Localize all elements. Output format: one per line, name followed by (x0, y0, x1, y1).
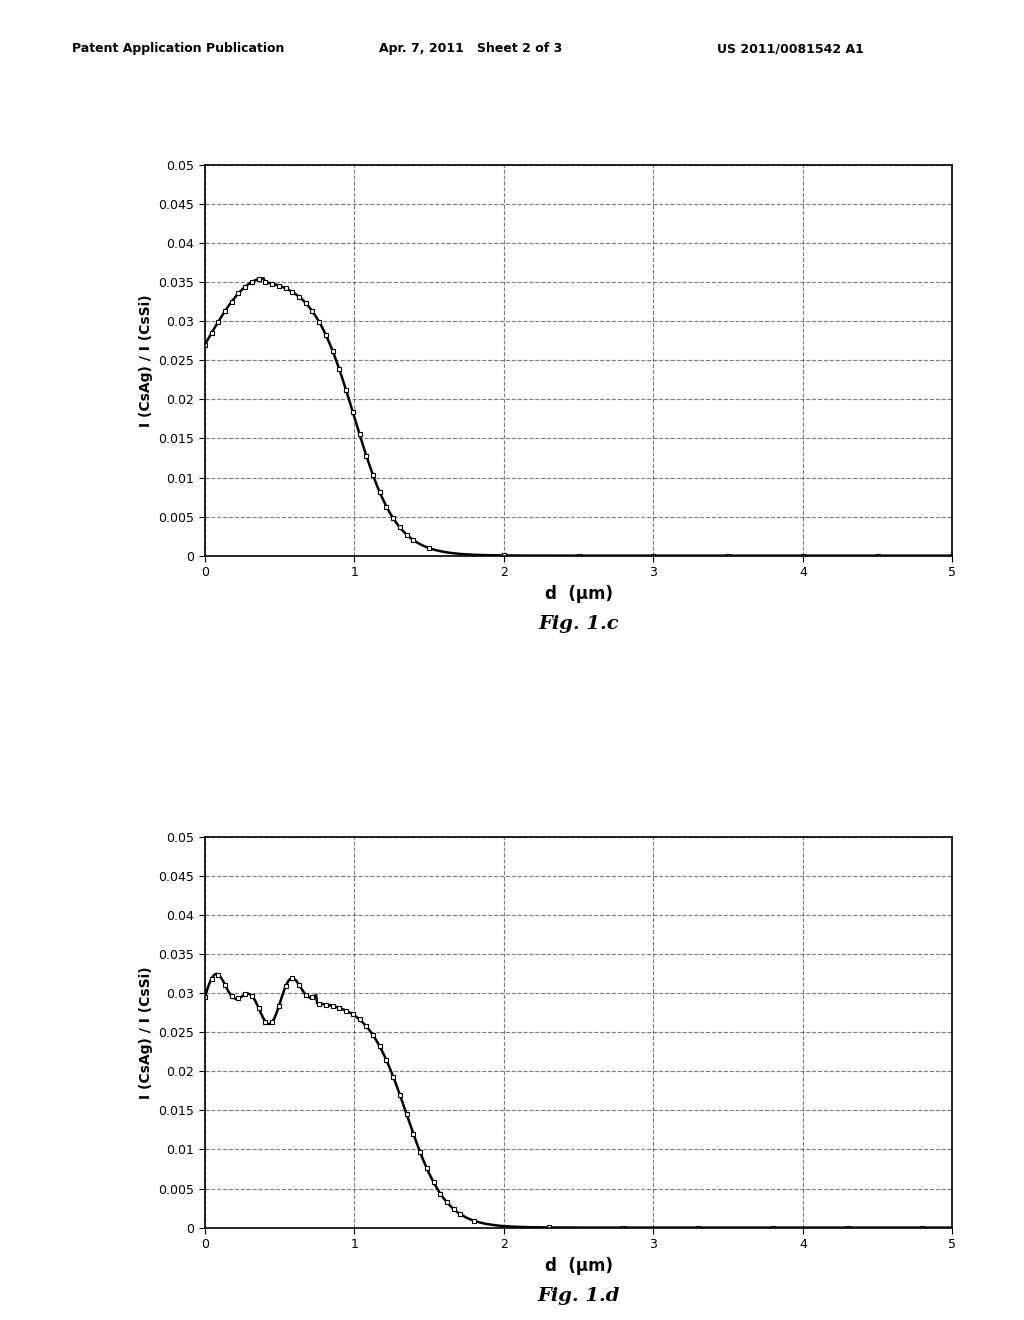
X-axis label: d  (μm): d (μm) (545, 1257, 612, 1275)
X-axis label: d  (μm): d (μm) (545, 585, 612, 603)
Text: Fig. 1.d: Fig. 1.d (538, 1287, 620, 1305)
Y-axis label: I (CsAg) / I (CsSi): I (CsAg) / I (CsSi) (139, 294, 153, 426)
Text: Patent Application Publication: Patent Application Publication (72, 42, 284, 55)
Text: Apr. 7, 2011   Sheet 2 of 3: Apr. 7, 2011 Sheet 2 of 3 (379, 42, 562, 55)
Text: Fig. 1.c: Fig. 1.c (539, 615, 618, 634)
Y-axis label: I (CsAg) / I (CsSi): I (CsAg) / I (CsSi) (139, 966, 153, 1098)
Text: US 2011/0081542 A1: US 2011/0081542 A1 (717, 42, 863, 55)
